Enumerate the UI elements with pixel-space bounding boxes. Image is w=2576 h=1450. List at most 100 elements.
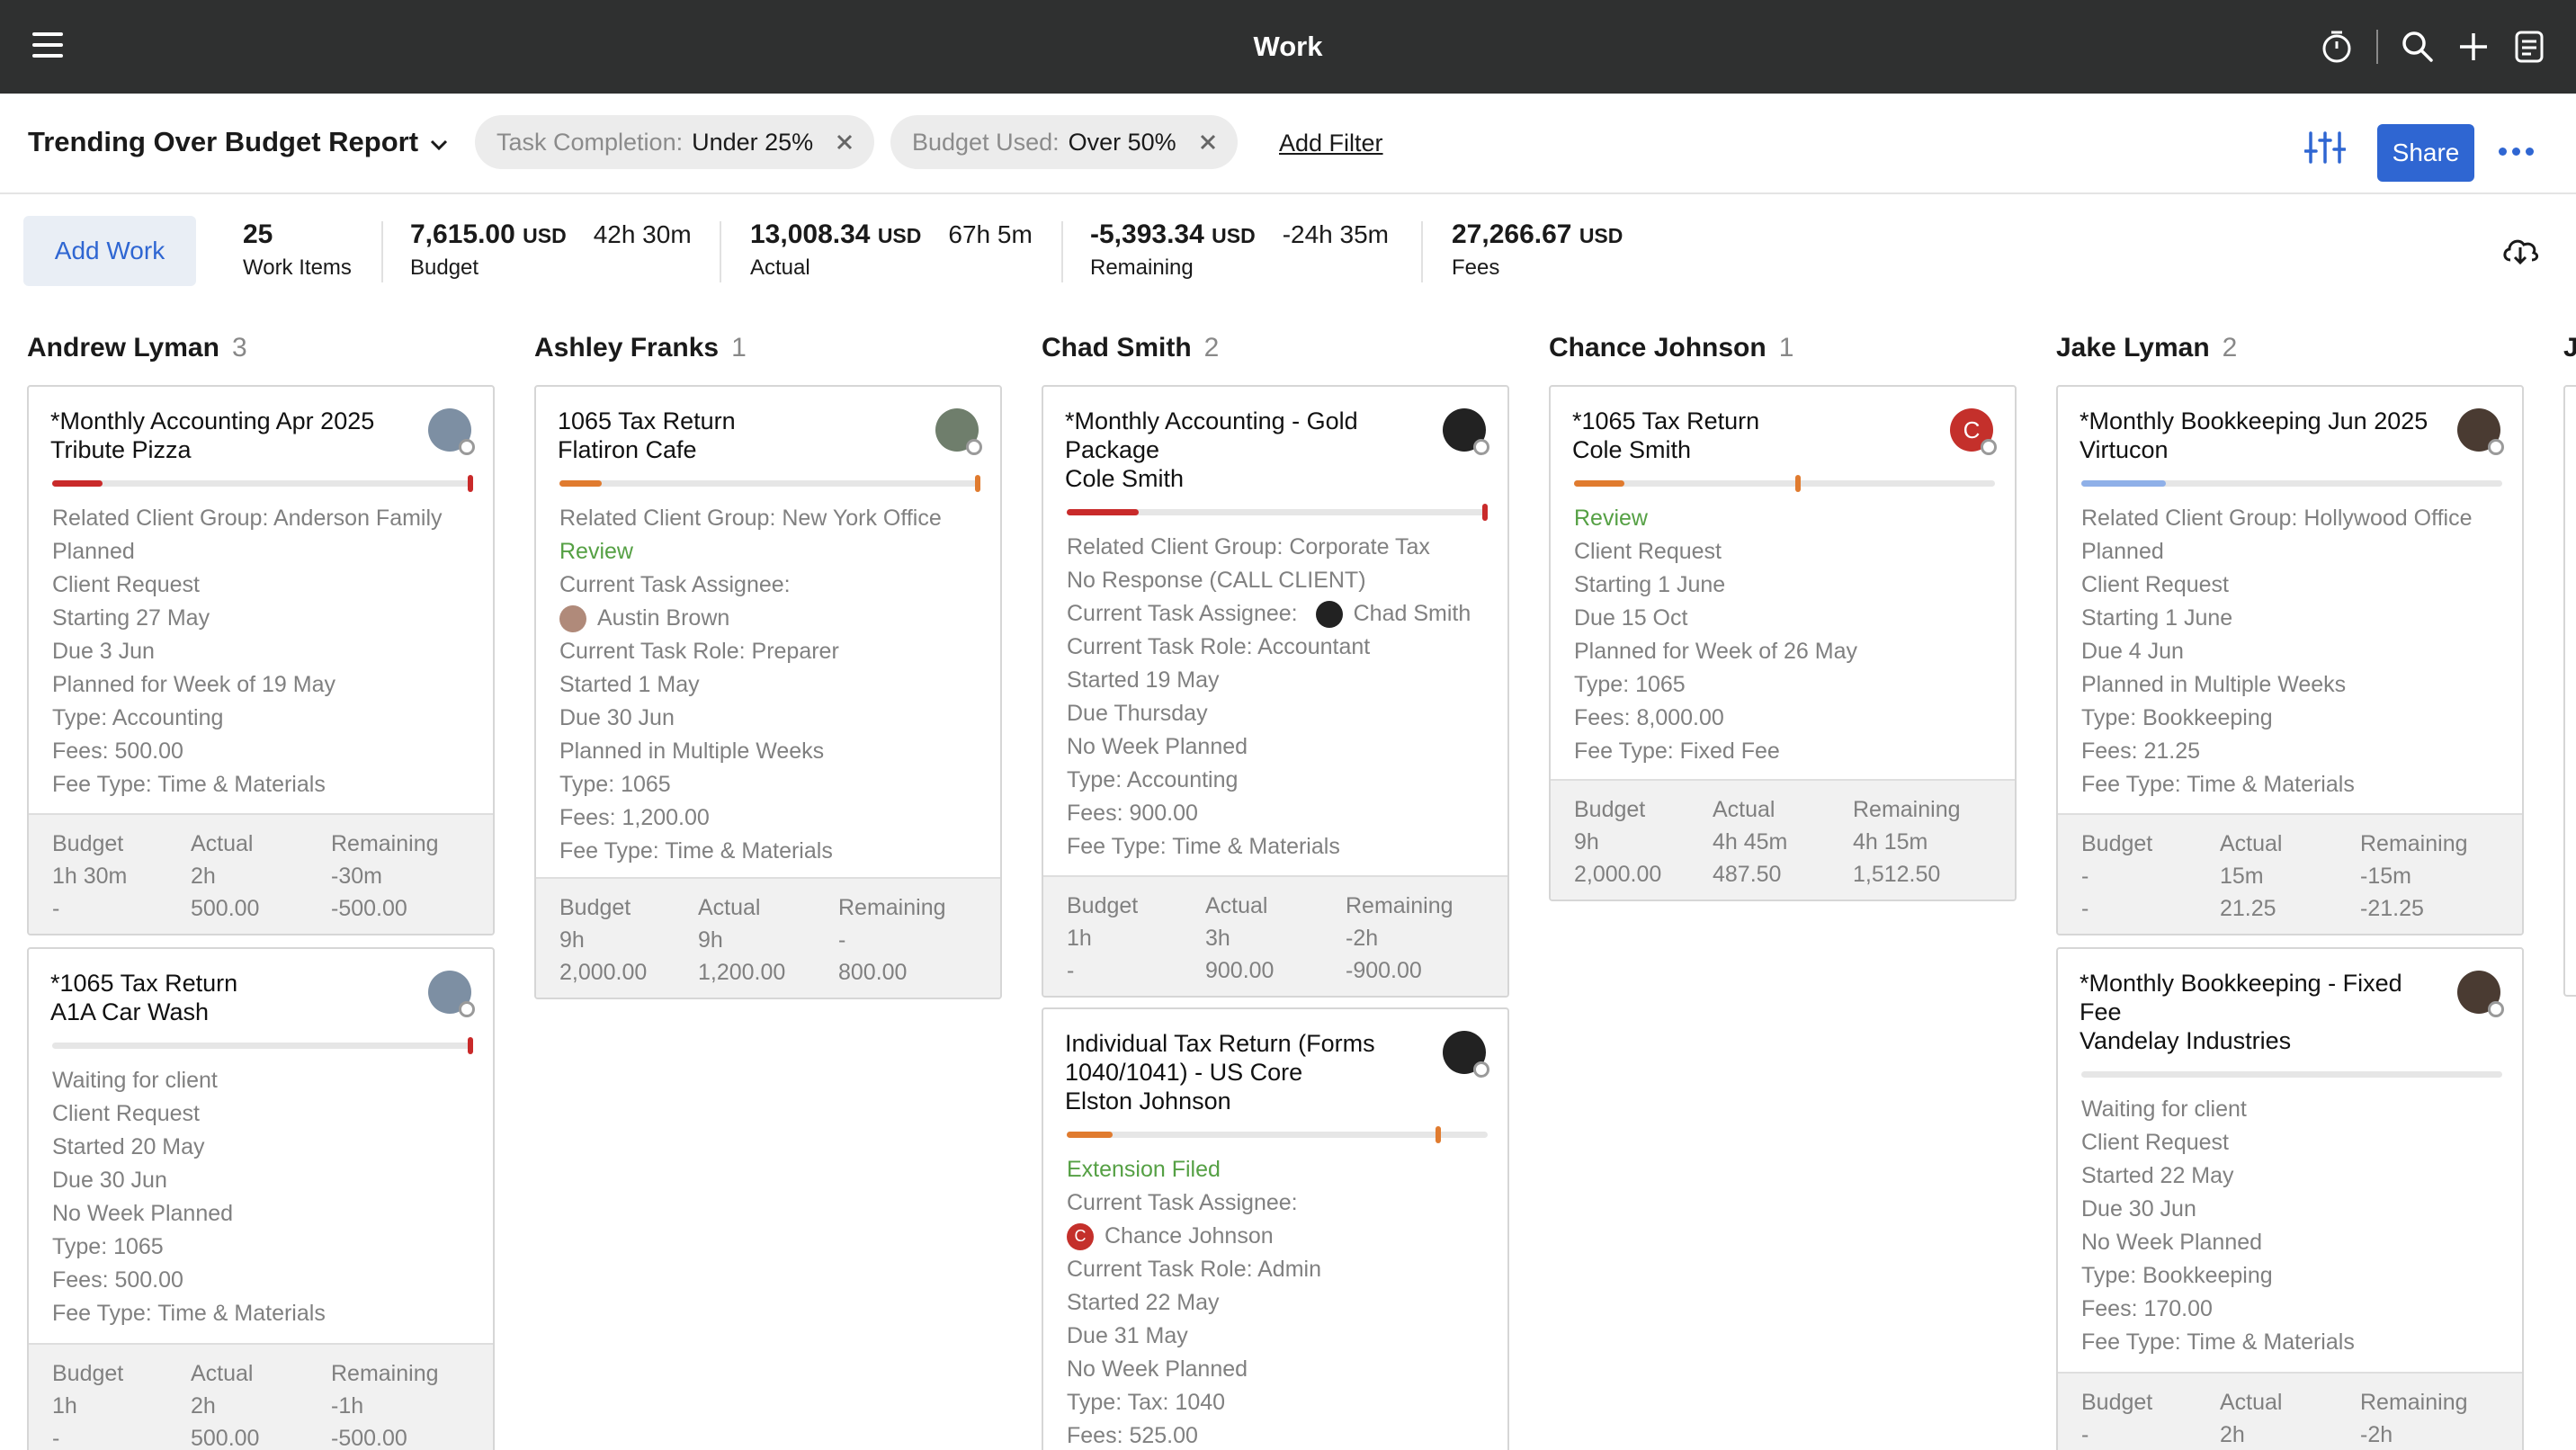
work-card[interactable]: [2563, 385, 2576, 997]
budget-stat: 7,615.00 USD 42h 30m Budget: [410, 219, 692, 281]
timer-icon[interactable]: [2313, 23, 2360, 70]
status-label: Extension Filed: [1067, 1157, 1221, 1182]
work-card[interactable]: *1065 Tax Return Cole Smith C Review Clie…: [1549, 385, 2017, 901]
summary-bar: Add Work 25 Work Items 7,615.00 USD 42h 3…: [0, 194, 2576, 293]
menu-icon[interactable]: [32, 32, 63, 61]
divider: [2376, 30, 2378, 64]
divider: [381, 221, 383, 282]
avatar: [935, 408, 982, 455]
close-icon[interactable]: [836, 134, 853, 150]
card-footer: Budget - - Actual 15m 21.25 Remaining -15m -21…: [2058, 813, 2522, 934]
filter-bar: Trending Over Budget Report Task Complet…: [0, 94, 2576, 194]
column-name: Andrew Lyman: [27, 333, 219, 362]
add-work-button[interactable]: Add Work: [23, 216, 196, 286]
card-title: *Monthly Bookkeeping - Fixed Fee Vandelay …: [2080, 970, 2402, 1054]
progress-bar: [1067, 1126, 1488, 1143]
work-card[interactable]: 1065 Tax Return Flatiron Cafe Related Cli…: [534, 385, 1002, 999]
filter-label: Budget Used:: [912, 128, 1060, 156]
currency: USD: [1212, 224, 1256, 247]
due-marker: [975, 475, 980, 492]
cloud-download-icon[interactable]: [2500, 234, 2540, 271]
currency: USD: [523, 224, 567, 247]
actual-hours: 67h 5m: [948, 220, 1033, 248]
add-filter-link[interactable]: Add Filter: [1279, 130, 1383, 157]
chevron-down-icon: [429, 126, 449, 158]
card-footer: Budget 1h - Actual 3h 900.00 Remaining -2h -90…: [1043, 875, 1507, 996]
fees-amount: 27,266.67: [1452, 219, 1572, 249]
share-button[interactable]: Share: [2377, 124, 2474, 182]
close-icon[interactable]: [1200, 134, 1216, 150]
progress-fill: [559, 480, 602, 487]
card-title: 1065 Tax Return Flatiron Cafe: [558, 407, 736, 463]
add-icon[interactable]: [2450, 23, 2497, 70]
card-footer: Budget 1h - Actual 2h 500.00 Remaining -1h -50…: [29, 1343, 493, 1450]
fees-stat: 27,266.67 USD Fees: [1452, 219, 1623, 281]
card-details: Related Client Group: Hollywood Office P…: [2081, 506, 2473, 797]
avatar: C: [1950, 408, 1997, 455]
filter-label: Task Completion:: [496, 128, 684, 156]
due-marker: [1436, 1126, 1441, 1143]
remaining-stat: -5,393.34 USD -24h 35m Remaining: [1090, 219, 1389, 281]
column-name: Chance Johnson: [1549, 333, 1767, 362]
work-card[interactable]: *Monthly Bookkeeping Jun 2025 Virtucon Re…: [2056, 385, 2524, 935]
progress-bar: [2081, 480, 2502, 487]
avatar: [428, 408, 475, 455]
report-selector[interactable]: Trending Over Budget Report: [28, 126, 449, 158]
assignee: Austin Brown: [559, 602, 986, 635]
progress-bar: [1067, 504, 1488, 521]
progress-fill: [1574, 480, 1625, 487]
column-count: 3: [231, 333, 247, 362]
due-marker: [468, 475, 473, 492]
top-bar: Work: [0, 0, 2576, 94]
progress-fill: [1067, 509, 1139, 515]
filter-value: Under 25%: [692, 128, 814, 156]
report-title: Trending Over Budget Report: [28, 126, 419, 157]
card-footer: Budget 1h 30m - Actual 2h 500.00 Remaining -3…: [29, 813, 493, 934]
avatar: [2457, 971, 2504, 1017]
avatar: C: [1067, 1222, 1094, 1250]
budget-amount: 7,615.00: [410, 219, 515, 249]
divider: [1061, 221, 1063, 282]
work-card[interactable]: Individual Tax Return (Forms 1040/1041) -…: [1042, 1007, 1509, 1450]
card-title: *Monthly Accounting Apr 2025 Tribute Pizz…: [50, 407, 375, 463]
column-header: Chad Smith 2: [1042, 333, 1219, 363]
card-footer: Budget - Actual 2h Remaining -2h: [2058, 1372, 2522, 1450]
budget-label: Budget: [410, 255, 479, 280]
notes-icon[interactable]: [2506, 23, 2553, 70]
search-icon[interactable]: [2394, 23, 2441, 70]
page-title: Work: [1253, 31, 1323, 62]
work-card[interactable]: *Monthly Accounting Apr 2025 Tribute Pizz…: [27, 385, 495, 935]
card-details: Related Client Group: Corporate Tax No R…: [1067, 531, 1493, 864]
column-name: Ashley Franks: [534, 333, 720, 362]
due-marker: [1795, 475, 1801, 492]
filter-chip-budget-used[interactable]: Budget Used: Over 50%: [890, 115, 1238, 169]
due-marker: [1482, 504, 1488, 521]
column-count: 2: [1203, 333, 1220, 362]
work-card[interactable]: *1065 Tax Return A1A Car Wash Waiting for…: [27, 947, 495, 1450]
assignee: Current Task Assignee: Chad Smith: [1067, 600, 1471, 628]
more-options-icon[interactable]: [2499, 148, 2539, 156]
avatar: [1443, 1031, 1489, 1078]
avatar: [559, 604, 586, 632]
column-name: Jake Lyman: [2056, 333, 2210, 362]
card-footer: Budget 9h 2,000.00 Actual 9h 1,200.00 Remain…: [536, 877, 1000, 998]
filter-chip-task-completion[interactable]: Task Completion: Under 25%: [475, 115, 875, 169]
progress-bar: [1574, 475, 1995, 492]
column-header: Chance Johnson 1: [1549, 333, 1793, 363]
work-card[interactable]: *Monthly Bookkeeping - Fixed Fee Vandelay …: [2056, 947, 2524, 1450]
work-card[interactable]: *Monthly Accounting - Gold Package Cole Sm…: [1042, 385, 1509, 998]
currency: USD: [1579, 224, 1623, 247]
avatar: [428, 971, 475, 1017]
column-header: Jake Lyman 2: [2056, 333, 2237, 363]
card-title: *Monthly Accounting - Gold Package Cole Sm…: [1065, 407, 1358, 492]
filter-value: Over 50%: [1068, 128, 1176, 156]
tune-icon[interactable]: [2303, 130, 2347, 170]
work-items-label: Work Items: [243, 255, 352, 280]
progress-fill: [52, 480, 103, 487]
avatar: [1315, 600, 1343, 628]
column-count: 1: [1778, 333, 1794, 362]
progress-bar: [52, 475, 473, 492]
divider: [1421, 221, 1423, 282]
remaining-amount: -5,393.34: [1090, 219, 1204, 249]
budget-hours: 42h 30m: [593, 220, 692, 248]
